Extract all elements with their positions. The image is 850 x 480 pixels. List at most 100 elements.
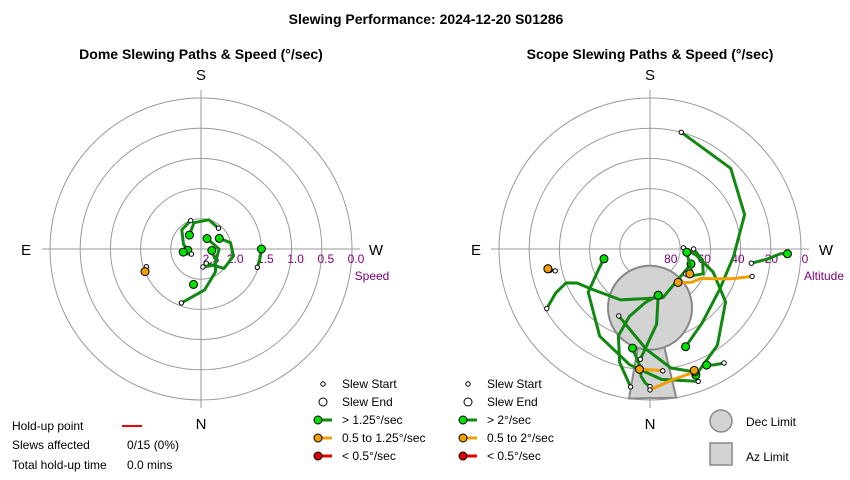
- dome-slew-end-point: [202, 234, 212, 243]
- scope-slew-start-point: [749, 273, 755, 280]
- scope-slew-start-point: [721, 360, 727, 366]
- dome-grid: [42, 90, 360, 408]
- dome-slew-start-point: [200, 264, 206, 270]
- scope-slew-start-point: [660, 368, 666, 374]
- scope-slew-start-point: [678, 129, 684, 136]
- slews-affected-label: Slews affected: [12, 438, 90, 452]
- dome-polar-chart: Dome Slewing Paths & Speed (°/sec) S N E…: [21, 46, 389, 433]
- dome-slew-start-point: [215, 225, 222, 231]
- scope-slew-end-point: [653, 290, 663, 300]
- dome-compass-top: S: [196, 67, 206, 84]
- scope-slew-end-point: [635, 364, 644, 374]
- scope-chart-title: Scope Slewing Paths & Speed (°/sec): [527, 46, 774, 62]
- scope-slew-start-point: [544, 305, 550, 312]
- scope-slew-end-point: [702, 360, 712, 370]
- scope-slew-start-point: [627, 384, 634, 390]
- dome-slew-path: [201, 237, 221, 269]
- scope-compass-bottom: N: [645, 416, 656, 433]
- dome-legend-label: 0.5 to 1.25°/sec: [342, 431, 426, 445]
- scope-legend-label: 0.5 to 2°/sec: [487, 431, 554, 445]
- scope-legend-end-symbol: [463, 397, 473, 407]
- dome-compass-right: W: [369, 242, 384, 259]
- scope-legend: Slew Start Slew End > 2°/sec 0.5 to 2°/sec <…: [458, 377, 554, 463]
- scope-slew-start-point: [690, 246, 697, 252]
- scope-slew-end-point: [628, 343, 637, 353]
- dome-slew-path: [187, 218, 220, 237]
- scope-legend-fast-symbol: [458, 415, 468, 425]
- dome-compass-bottom: N: [196, 416, 207, 433]
- scope-legend-label: < 0.5°/sec: [487, 449, 541, 463]
- scope-legend-slow-symbol: [458, 451, 468, 461]
- scope-slew-path: [617, 314, 697, 374]
- scope-slew-start-point: [552, 268, 558, 274]
- dome-slew-start-point: [188, 217, 194, 224]
- holdup-time-label: Total hold-up time: [12, 458, 107, 472]
- scope-slew-path: [685, 247, 705, 278]
- dome-legend-start-symbol: [320, 381, 326, 387]
- dome-legend: Slew Start Slew End > 1.25°/sec 0.5 to 1.25…: [313, 377, 426, 463]
- limit-legend: Dec Limit Az Limit: [709, 409, 797, 466]
- scope-slews: [543, 129, 792, 393]
- scope-slew-start-point: [695, 378, 701, 385]
- az-limit-legend-symbol: [709, 442, 733, 466]
- dome-slew-end-point: [178, 247, 188, 257]
- dome-slew-start-point: [188, 251, 195, 257]
- scope-slew-path: [679, 130, 747, 349]
- scope-legend-label: Slew Start: [487, 377, 542, 391]
- dome-radial-axis-label: Speed: [355, 269, 390, 283]
- scope-legend-label: > 2°/sec: [487, 413, 531, 427]
- scope-slew-end-point: [783, 249, 792, 259]
- dome-legend-slow-symbol: [313, 451, 323, 461]
- dome-legend-label: < 0.5°/sec: [342, 449, 396, 463]
- dome-tick-label: 2.0: [227, 252, 244, 266]
- scope-slew-path: [631, 346, 652, 389]
- az-limit-legend-label: Az Limit: [746, 450, 789, 464]
- dome-legend-label: > 1.25°/sec: [342, 413, 403, 427]
- scope-legend-start-symbol: [465, 381, 471, 387]
- dome-slew-end-point: [184, 230, 194, 240]
- scope-slew-path: [638, 293, 660, 361]
- scope-slew-end-point: [543, 264, 553, 274]
- dome-slew-path: [204, 236, 235, 270]
- scope-slew-path: [616, 293, 660, 389]
- dome-legend-medium-symbol: [313, 433, 323, 443]
- dome-slew-end-point: [140, 267, 150, 277]
- dome-tick-label: 1.0: [287, 252, 304, 266]
- dome-slew-end-point: [256, 244, 266, 254]
- scope-radial-axis-label: Altitude: [804, 269, 844, 283]
- scope-legend-medium-symbol: [458, 433, 468, 443]
- figure-title: Slewing Performance: 2024-12-20 S01286: [289, 11, 564, 27]
- dec-limit-legend-label: Dec Limit: [746, 415, 797, 429]
- scope-slew-end-point: [685, 269, 695, 279]
- holdup-point-label: Hold-up point: [12, 419, 84, 433]
- scope-slew-end-point: [599, 254, 609, 264]
- scope-slew-start-point: [616, 313, 622, 319]
- holdup-time-value: 0.0 mins: [127, 458, 172, 472]
- dome-slews: [140, 217, 266, 306]
- dome-slew-end-point: [189, 279, 198, 289]
- scope-slew-start-point: [637, 356, 643, 362]
- dome-legend-label: Slew Start: [342, 377, 397, 391]
- scope-slew-end-point: [682, 247, 692, 257]
- dome-legend-label: Slew End: [342, 395, 393, 409]
- slews-affected-value: 0/15 (0%): [127, 438, 179, 452]
- scope-slew-end-point: [673, 277, 683, 287]
- scope-compass-top: S: [645, 67, 655, 84]
- dome-tick-label: 0.5: [317, 252, 334, 266]
- scope-legend-label: Slew End: [487, 395, 538, 409]
- scope-polar-chart: Scope Slewing Paths & Speed (°/sec) S N …: [471, 46, 844, 433]
- dome-tick-label: 0.0: [348, 252, 365, 266]
- scope-compass-right: W: [819, 242, 834, 259]
- scope-slew-start-point: [748, 260, 754, 266]
- dome-compass-left: E: [21, 242, 31, 259]
- dome-slew-end-point: [214, 233, 224, 243]
- dome-chart-title: Dome Slewing Paths & Speed (°/sec): [79, 46, 323, 62]
- dec-limit-legend-symbol: [709, 409, 733, 433]
- dome-legend-end-symbol: [318, 397, 328, 407]
- scope-compass-left: E: [471, 242, 481, 259]
- dome-slew-start-point: [178, 300, 185, 306]
- scope-tick-label: 0: [802, 252, 809, 266]
- holdup-info: Hold-up point Slews affected 0/15 (0%) T…: [12, 419, 179, 472]
